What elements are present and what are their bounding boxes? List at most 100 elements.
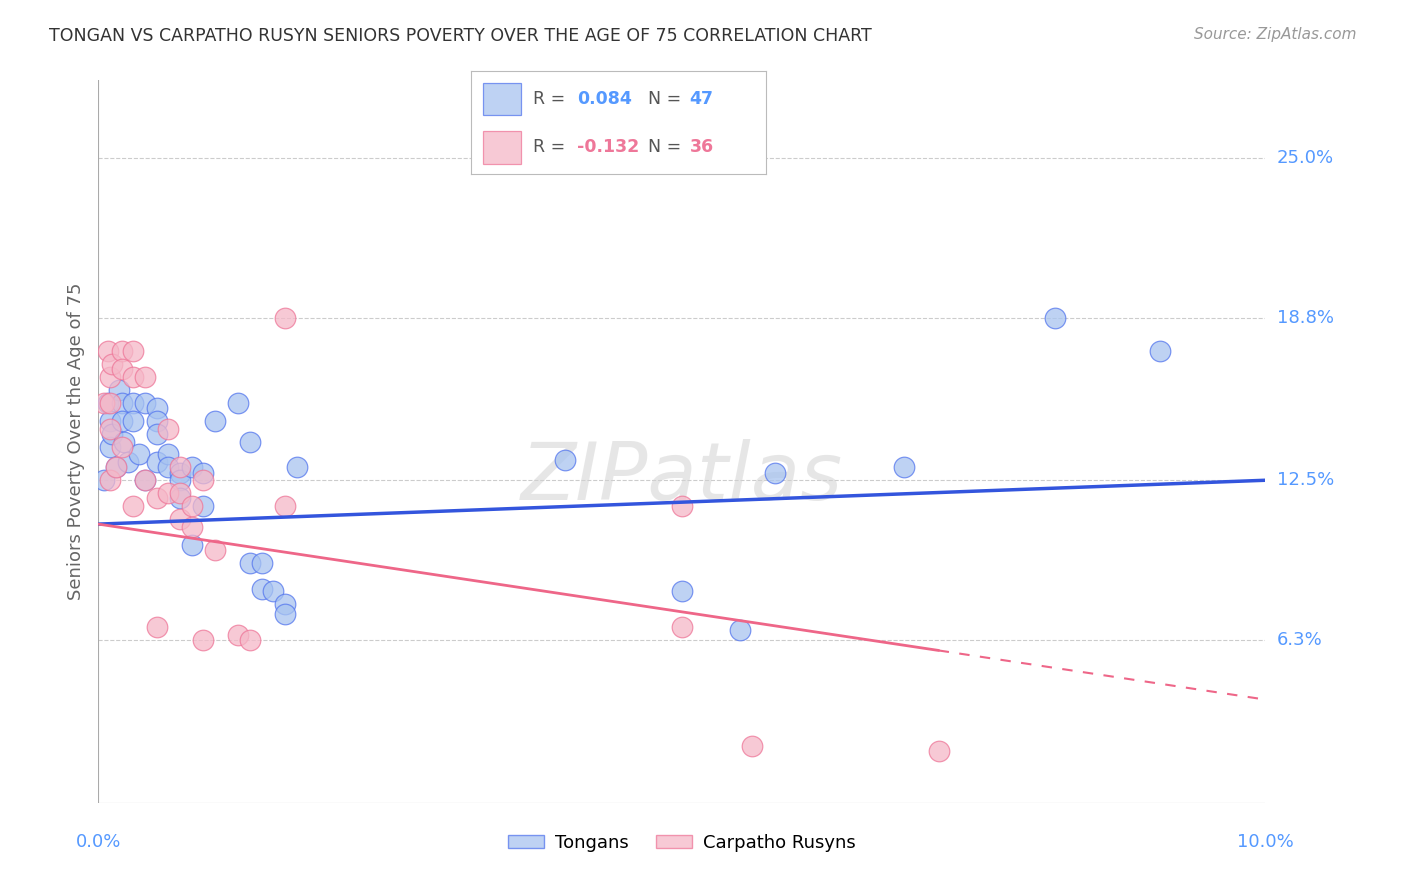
Tongans: [146, 426, 169, 441]
Tongans: [763, 466, 786, 480]
Text: N =: N =: [648, 90, 688, 108]
Carpatho Rusyns: [928, 744, 950, 758]
Text: N =: N =: [648, 138, 688, 156]
Carpatho Rusyns: [671, 499, 693, 513]
Carpatho Rusyns: [101, 357, 124, 371]
Text: Source: ZipAtlas.com: Source: ZipAtlas.com: [1194, 27, 1357, 42]
Tongans: [104, 460, 127, 475]
Tongans: [262, 584, 284, 599]
Tongans: [228, 396, 250, 410]
Carpatho Rusyns: [111, 362, 134, 376]
Tongans: [671, 584, 693, 599]
Tongans: [1045, 310, 1067, 325]
Tongans: [250, 556, 273, 570]
Carpatho Rusyns: [111, 440, 134, 454]
Tongans: [97, 396, 120, 410]
Tongans: [157, 460, 180, 475]
Y-axis label: Seniors Poverty Over the Age of 75: Seniors Poverty Over the Age of 75: [66, 283, 84, 600]
Carpatho Rusyns: [104, 460, 127, 475]
Tongans: [146, 401, 169, 415]
Text: R =: R =: [533, 138, 571, 156]
Text: 0.0%: 0.0%: [76, 833, 121, 851]
Carpatho Rusyns: [169, 512, 191, 526]
Tongans: [111, 414, 134, 428]
Text: 6.3%: 6.3%: [1277, 632, 1322, 649]
Tongans: [730, 623, 752, 637]
Carpatho Rusyns: [98, 396, 121, 410]
Tongans: [285, 460, 308, 475]
Tongans: [98, 440, 121, 454]
Carpatho Rusyns: [169, 486, 191, 500]
Tongans: [274, 607, 297, 622]
Tongans: [239, 434, 262, 449]
Legend: Tongans, Carpatho Rusyns: Tongans, Carpatho Rusyns: [501, 826, 863, 859]
Tongans: [157, 447, 180, 461]
Carpatho Rusyns: [146, 620, 169, 634]
Carpatho Rusyns: [180, 499, 202, 513]
Tongans: [193, 499, 215, 513]
Tongans: [169, 473, 191, 487]
Tongans: [204, 414, 226, 428]
Text: 36: 36: [689, 138, 714, 156]
Carpatho Rusyns: [97, 344, 120, 359]
Text: 0.084: 0.084: [578, 90, 633, 108]
Carpatho Rusyns: [193, 633, 215, 648]
Tongans: [893, 460, 915, 475]
Text: 12.5%: 12.5%: [1277, 471, 1334, 489]
Carpatho Rusyns: [169, 460, 191, 475]
Carpatho Rusyns: [122, 344, 145, 359]
Carpatho Rusyns: [134, 370, 156, 384]
Text: -0.132: -0.132: [578, 138, 640, 156]
Tongans: [146, 455, 169, 469]
Carpatho Rusyns: [98, 422, 121, 436]
Carpatho Rusyns: [134, 473, 156, 487]
Tongans: [250, 582, 273, 596]
Tongans: [111, 396, 134, 410]
Carpatho Rusyns: [111, 344, 134, 359]
Carpatho Rusyns: [146, 491, 169, 506]
Tongans: [98, 414, 121, 428]
Tongans: [578, 99, 600, 113]
Carpatho Rusyns: [122, 370, 145, 384]
Carpatho Rusyns: [122, 499, 145, 513]
Tongans: [180, 538, 202, 552]
Carpatho Rusyns: [157, 486, 180, 500]
Text: TONGAN VS CARPATHO RUSYN SENIORS POVERTY OVER THE AGE OF 75 CORRELATION CHART: TONGAN VS CARPATHO RUSYN SENIORS POVERTY…: [49, 27, 872, 45]
Text: 18.8%: 18.8%: [1277, 309, 1333, 326]
Carpatho Rusyns: [274, 499, 297, 513]
Carpatho Rusyns: [671, 620, 693, 634]
Tongans: [134, 473, 156, 487]
Tongans: [146, 414, 169, 428]
Tongans: [193, 466, 215, 480]
FancyBboxPatch shape: [482, 131, 522, 163]
Carpatho Rusyns: [239, 633, 262, 648]
Carpatho Rusyns: [204, 542, 226, 557]
Carpatho Rusyns: [180, 519, 202, 533]
Text: R =: R =: [533, 90, 571, 108]
Tongans: [169, 491, 191, 506]
Tongans: [117, 455, 139, 469]
Carpatho Rusyns: [93, 396, 115, 410]
Tongans: [554, 452, 576, 467]
Tongans: [122, 414, 145, 428]
Tongans: [122, 396, 145, 410]
Carpatho Rusyns: [193, 473, 215, 487]
Tongans: [128, 447, 150, 461]
Tongans: [101, 426, 124, 441]
Tongans: [180, 460, 202, 475]
Tongans: [239, 556, 262, 570]
Text: 10.0%: 10.0%: [1237, 833, 1294, 851]
Carpatho Rusyns: [157, 422, 180, 436]
Tongans: [134, 396, 156, 410]
Carpatho Rusyns: [274, 310, 297, 325]
Carpatho Rusyns: [98, 370, 121, 384]
Tongans: [1149, 344, 1171, 359]
Tongans: [108, 383, 131, 397]
Carpatho Rusyns: [741, 739, 763, 753]
Tongans: [112, 434, 135, 449]
Text: ZIPatlas: ZIPatlas: [520, 439, 844, 516]
Text: 47: 47: [689, 90, 713, 108]
FancyBboxPatch shape: [482, 83, 522, 115]
Text: 25.0%: 25.0%: [1277, 149, 1334, 167]
Carpatho Rusyns: [228, 628, 250, 642]
